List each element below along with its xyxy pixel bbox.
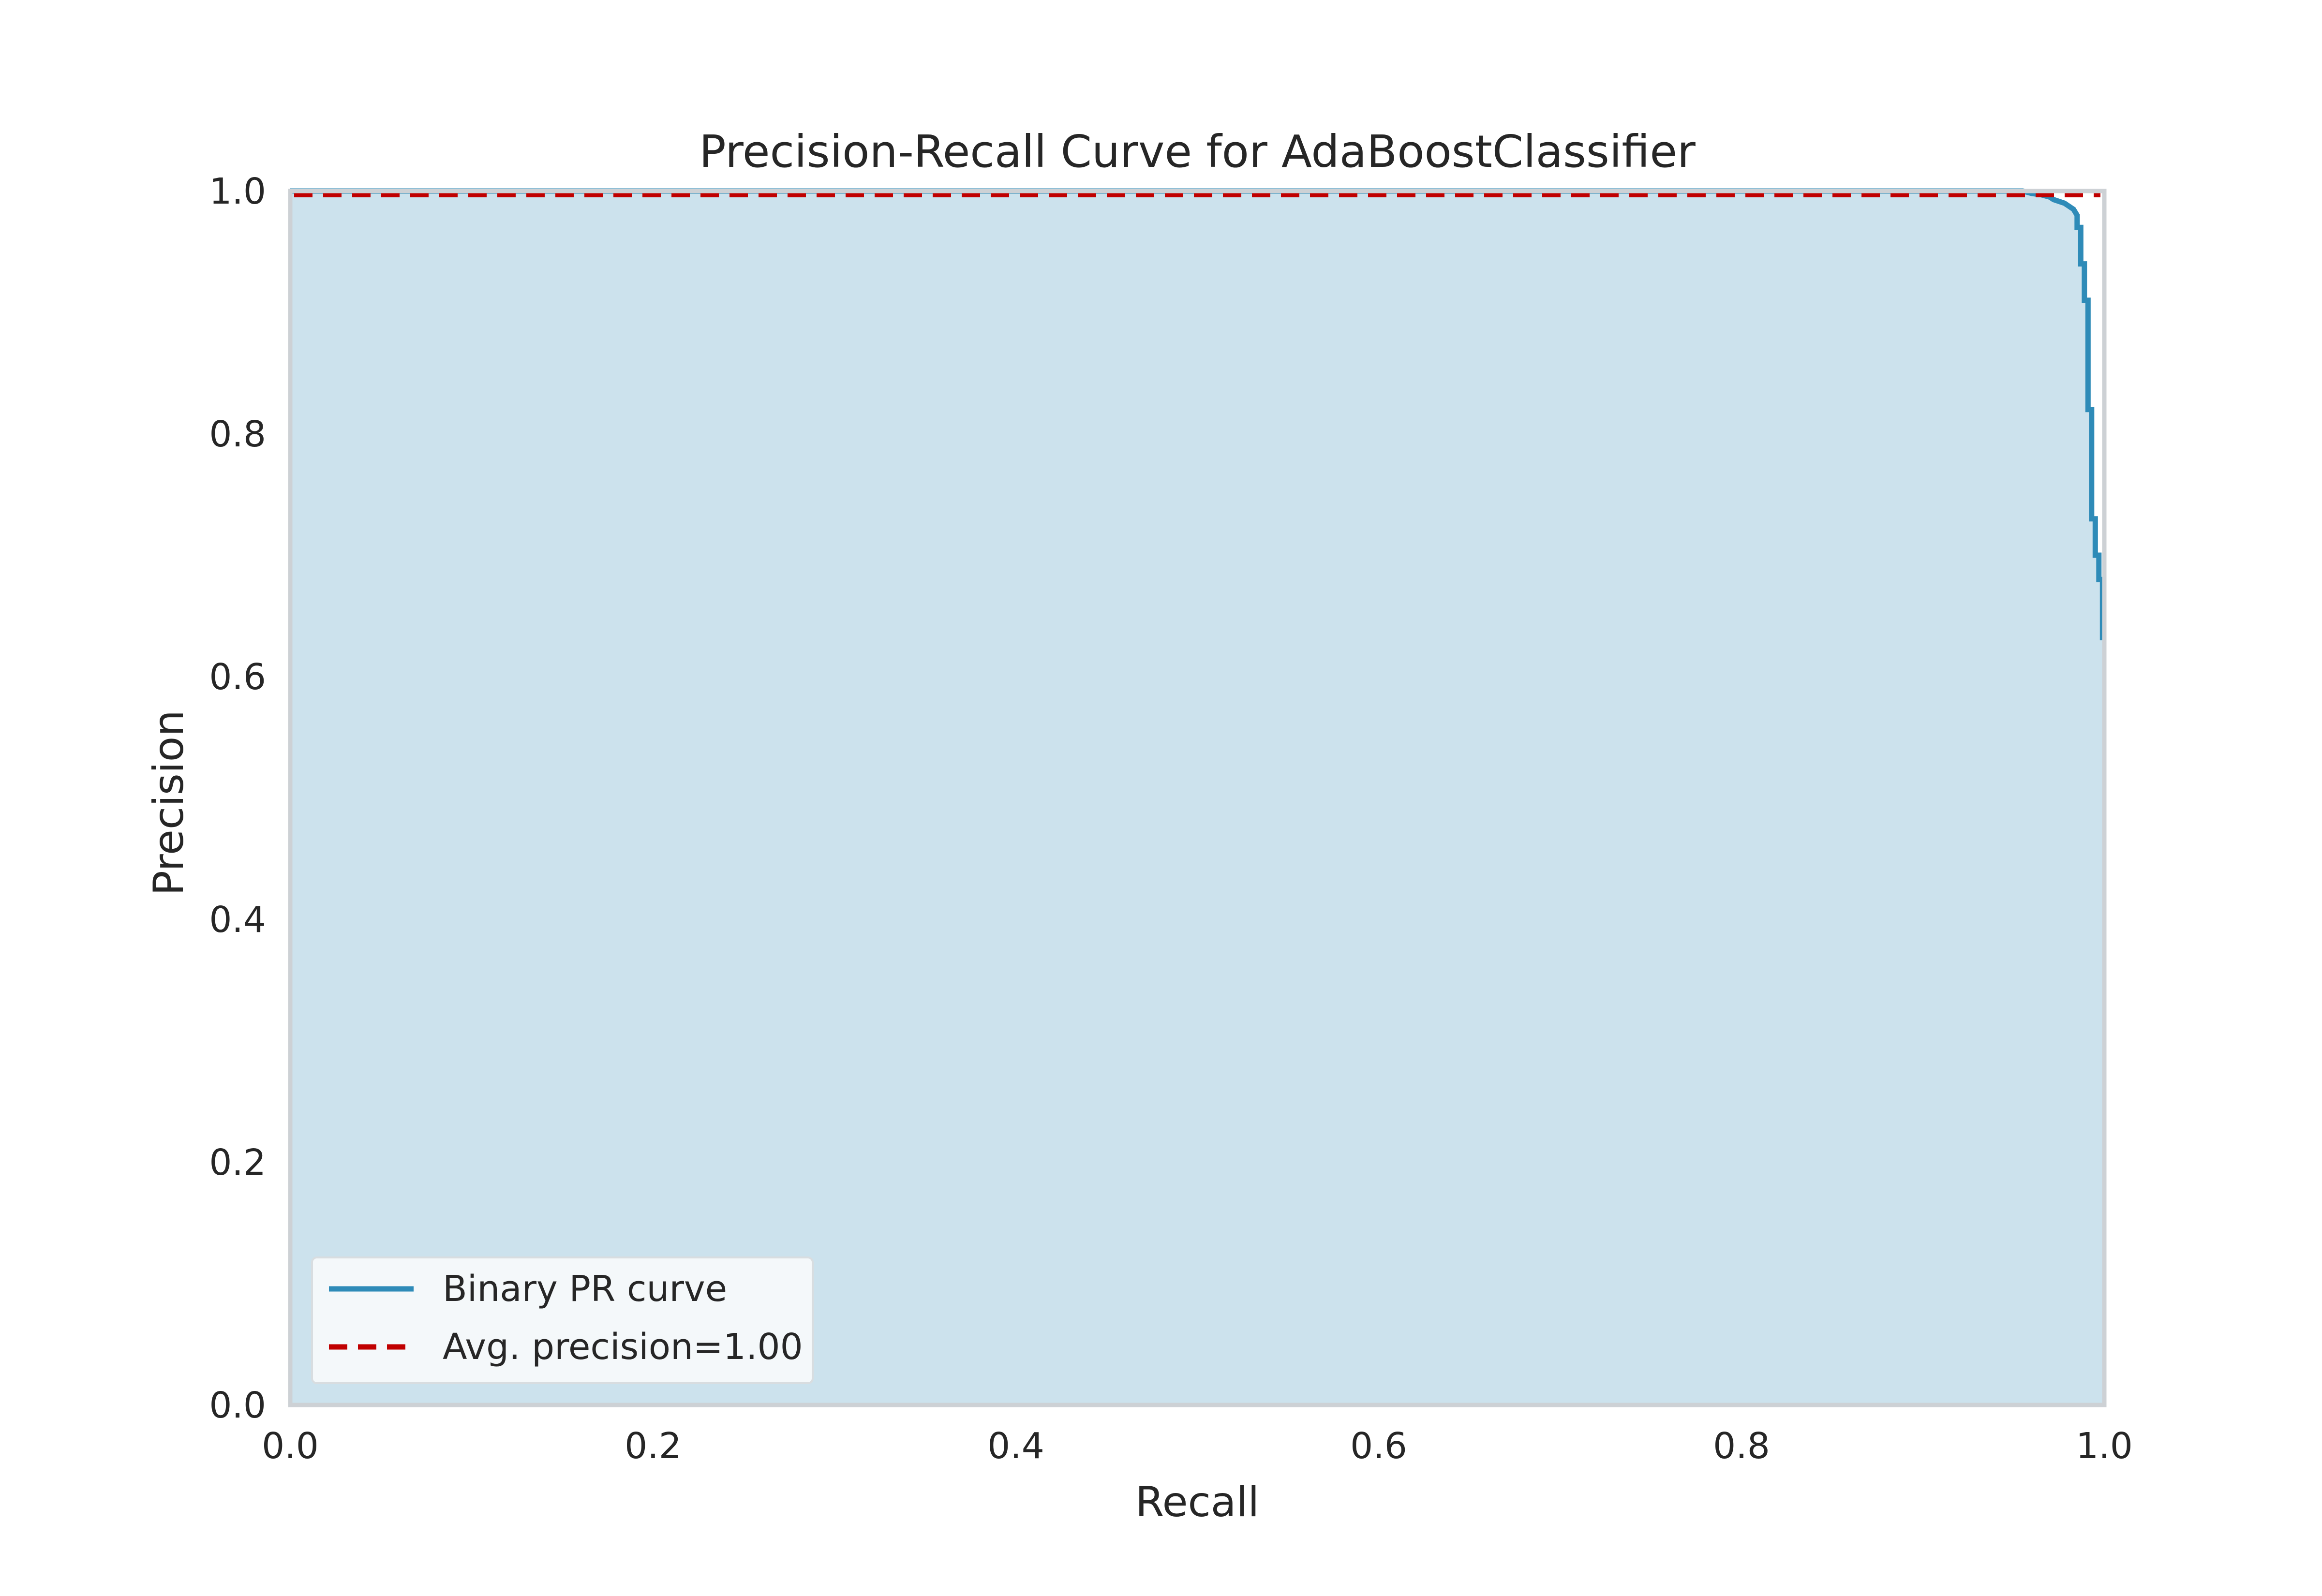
y-tick-label: 1.0	[209, 171, 266, 212]
chart-title: Precision-Recall Curve for AdaBoostClass…	[699, 126, 1696, 177]
y-tick-label: 0.6	[209, 656, 266, 698]
plot-area	[288, 188, 2107, 1407]
x-tick-label: 0.6	[1350, 1425, 1407, 1467]
x-tick-label: 0.0	[262, 1425, 319, 1467]
y-axis-title: Precision	[145, 710, 193, 896]
x-axis-title: Recall	[1135, 1478, 1260, 1526]
y-tick-label: 0.0	[209, 1385, 266, 1426]
x-tick-label: 0.2	[625, 1425, 682, 1467]
x-tick-label: 0.4	[987, 1425, 1044, 1467]
pr-curve-fill	[290, 191, 2103, 1405]
y-tick-label: 0.8	[209, 414, 266, 455]
legend-box	[311, 1256, 814, 1384]
y-tick-label: 0.2	[209, 1142, 266, 1183]
y-axis-ticks: 0.0 0.2 0.4 0.6 0.8 1.0	[209, 171, 266, 1426]
x-axis-ticks: 0.0 0.2 0.4 0.6 0.8 1.0	[262, 1425, 2133, 1467]
y-tick-label: 0.4	[209, 899, 266, 941]
legend-label-avg-precision: Avg. precision=1.00	[443, 1326, 803, 1368]
plot-frame	[288, 189, 2107, 1407]
legend: Binary PR curve Avg. precision=1.00	[311, 1256, 814, 1384]
x-tick-label: 1.0	[2076, 1425, 2133, 1467]
legend-label-pr-curve: Binary PR curve	[443, 1268, 727, 1310]
x-tick-label: 0.8	[1713, 1425, 1770, 1467]
